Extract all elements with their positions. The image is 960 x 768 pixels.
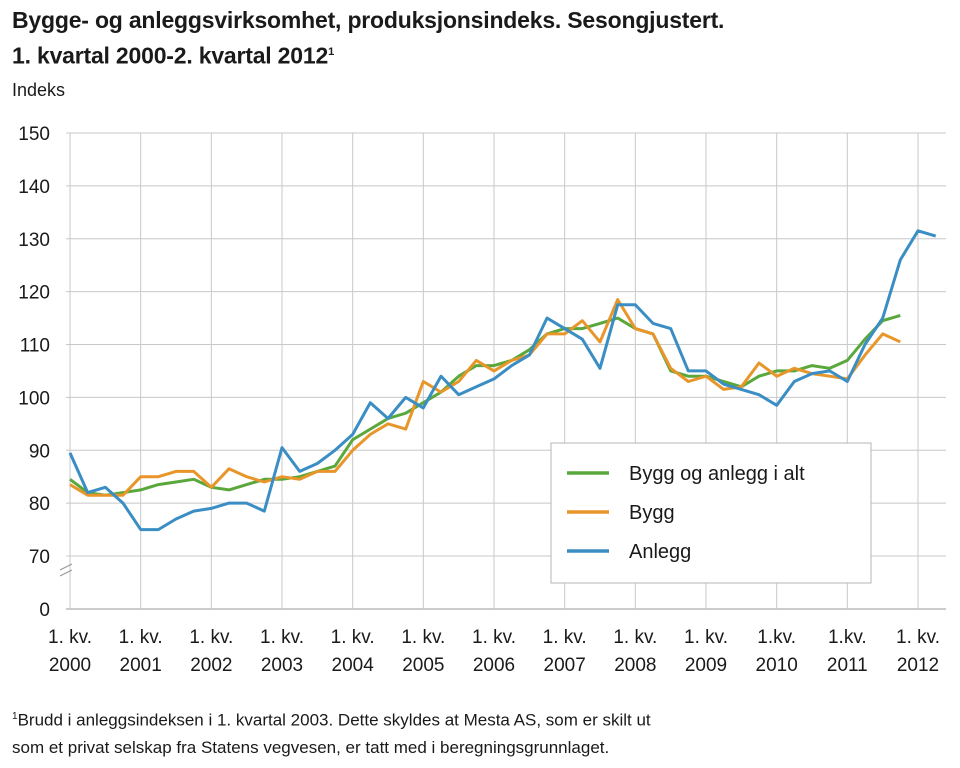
y-tick-label-80: 80	[29, 494, 50, 515]
x-axis-ticks: 1. kv. 2000 1. kv. 2001 1. kv. 2002 1. kv. 2003…	[48, 627, 940, 676]
x-tick-year-10: 2010	[756, 655, 798, 676]
x-tick-year-1: 2001	[120, 655, 162, 676]
chart-series	[68, 229, 937, 532]
axis-break-mark-1	[59, 563, 73, 571]
x-tick-year-8: 2008	[614, 655, 656, 676]
x-tick-quarter-2: 1. kv.	[189, 627, 233, 648]
x-tick-quarter-9: 1. kv.	[684, 627, 728, 648]
y-tick-label-110: 110	[20, 336, 50, 357]
x-tick-year-4: 2004	[332, 655, 375, 676]
x-tick-year-2: 2002	[190, 655, 232, 676]
series-line-2	[68, 229, 937, 532]
footnote-marker: 1	[12, 711, 18, 722]
y-tick-label-150: 150	[18, 124, 50, 145]
x-tick-quarter-12: 1. kv.	[896, 627, 940, 648]
y-tick-label-120: 120	[18, 283, 50, 304]
chart-title-line1: Bygge- og anleggsvirksomhet, produksjons…	[12, 7, 725, 33]
legend-label-1: Bygg	[629, 502, 675, 524]
legend-label-0: Bygg og anlegg i alt	[629, 463, 805, 485]
x-tick-year-11: 2011	[827, 655, 868, 676]
chart-title: Bygge- og anleggsvirksomhet, produksjons…	[12, 4, 724, 72]
x-tick-year-5: 2005	[402, 655, 444, 676]
x-tick-year-9: 2009	[685, 655, 727, 676]
footnote-line2: som et privat selskap fra Statens vegves…	[12, 737, 610, 757]
x-tick-quarter-7: 1. kv.	[543, 627, 587, 648]
series-line-1	[69, 298, 901, 497]
x-tick-quarter-1: 1. kv.	[119, 627, 163, 648]
footnote-line1-text: Brudd i anleggsindeksen i 1. kvartal 200…	[17, 710, 651, 730]
x-tick-quarter-5: 1. kv.	[401, 627, 445, 648]
y-tick-label-130: 130	[18, 230, 50, 251]
x-tick-year-12: 2012	[897, 655, 939, 676]
title-footnote-marker: 1	[328, 46, 334, 58]
chart-title-line2: 1. kvartal 2000-2. kvartal 20121	[12, 36, 724, 72]
y-axis-label: Indeks	[12, 80, 66, 100]
x-tick-year-0: 2000	[49, 655, 91, 676]
x-tick-quarter-0: 1. kv.	[48, 627, 92, 648]
x-tick-quarter-8: 1. kv.	[613, 627, 657, 648]
axis-break-mark-2	[59, 569, 73, 577]
x-tick-year-3: 2003	[261, 655, 303, 676]
footnote-line1: 1Brudd i anleggsindeksen i 1. kvartal 20…	[12, 703, 651, 734]
x-tick-year-6: 2006	[473, 655, 515, 676]
x-tick-quarter-4: 1. kv.	[331, 627, 375, 648]
x-tick-quarter-10: 1.kv.	[757, 627, 796, 648]
y-tick-label-90: 90	[29, 441, 50, 462]
x-tick-quarter-3: 1. kv.	[260, 627, 304, 648]
y-tick-label-100: 100	[18, 388, 50, 409]
x-tick-quarter-11: 1.kv.	[828, 627, 867, 648]
y-tick-label-0: 0	[39, 600, 50, 621]
y-tick-label-140: 140	[18, 177, 50, 198]
y-axis-ticks: 0 70 80 90 100 110 120 130 140 150	[18, 124, 50, 621]
y-tick-label-70: 70	[29, 547, 50, 568]
footnote: 1Brudd i anleggsindeksen i 1. kvartal 20…	[12, 703, 651, 761]
chart-title-line2-text: 1. kvartal 2000-2. kvartal 2012	[12, 42, 329, 69]
x-tick-quarter-6: 1. kv.	[472, 627, 516, 648]
legend-label-2: Anlegg	[629, 541, 691, 563]
chart-legend: Bygg og anlegg i alt Bygg Anlegg	[550, 442, 872, 584]
x-tick-year-7: 2007	[544, 655, 586, 676]
